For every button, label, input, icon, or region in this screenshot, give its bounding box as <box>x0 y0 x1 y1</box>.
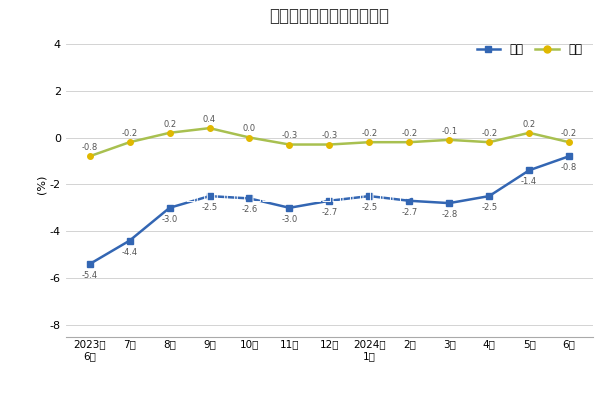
Text: .3%，英特尔维持20%的跌幅，亚马逊跌超5%: .3%，英特尔维持20%的跌幅，亚马逊跌超5% <box>174 234 426 252</box>
同比 <box>326 198 333 203</box>
Text: -0.3: -0.3 <box>321 131 338 140</box>
Text: 股票操作平台 纳指期货在美国非农报告前低开约0: 股票操作平台 纳指期货在美国非农报告前低开约0 <box>187 184 413 202</box>
Text: -0.3: -0.3 <box>281 131 298 140</box>
Text: -0.2: -0.2 <box>122 129 137 138</box>
Text: -0.2: -0.2 <box>481 129 497 138</box>
同比 <box>526 168 533 173</box>
Line: 同比: 同比 <box>87 154 572 267</box>
Text: -3.0: -3.0 <box>281 215 298 224</box>
环比 <box>526 130 533 135</box>
Text: -2.6: -2.6 <box>241 206 257 214</box>
Text: -1.4: -1.4 <box>521 177 537 186</box>
同比 <box>206 194 213 198</box>
环比 <box>366 140 373 144</box>
环比 <box>86 154 93 159</box>
同比 <box>406 198 413 203</box>
同比 <box>126 238 133 243</box>
Text: -0.1: -0.1 <box>441 127 457 136</box>
Text: -0.2: -0.2 <box>561 129 577 138</box>
环比 <box>406 140 413 144</box>
环比 <box>485 140 493 144</box>
环比 <box>206 126 213 130</box>
Text: 0.0: 0.0 <box>243 124 256 133</box>
同比 <box>246 196 253 201</box>
Text: 0.2: 0.2 <box>163 120 176 128</box>
Text: -0.2: -0.2 <box>401 129 418 138</box>
同比 <box>286 205 293 210</box>
环比 <box>565 140 572 144</box>
Text: -3.0: -3.0 <box>161 215 178 224</box>
环比 <box>126 140 133 144</box>
Text: -0.8: -0.8 <box>82 143 98 152</box>
Text: -2.5: -2.5 <box>481 203 497 212</box>
环比 <box>446 138 453 142</box>
Text: -2.5: -2.5 <box>361 203 377 212</box>
Text: 0.4: 0.4 <box>203 115 216 124</box>
Text: -0.8: -0.8 <box>561 163 577 172</box>
Text: -0.2: -0.2 <box>361 129 377 138</box>
Text: 0.2: 0.2 <box>523 120 536 128</box>
Text: -2.7: -2.7 <box>321 208 338 217</box>
同比 <box>565 154 572 159</box>
环比 <box>166 130 173 135</box>
环比 <box>286 142 293 147</box>
Text: -2.7: -2.7 <box>401 208 418 217</box>
Title: 工业生产者出厂价格涨跌幅: 工业生产者出厂价格涨跌幅 <box>269 7 389 25</box>
环比 <box>246 135 253 140</box>
Line: 环比: 环比 <box>87 125 572 159</box>
Text: -5.4: -5.4 <box>82 271 98 280</box>
Text: -4.4: -4.4 <box>122 248 137 257</box>
同比 <box>485 194 493 198</box>
环比 <box>326 142 333 147</box>
Text: -2.5: -2.5 <box>202 203 218 212</box>
同比 <box>166 205 173 210</box>
Text: -2.8: -2.8 <box>441 210 457 219</box>
Legend: 同比, 环比: 同比, 环比 <box>472 38 587 60</box>
同比 <box>446 201 453 206</box>
同比 <box>366 194 373 198</box>
Y-axis label: (%): (%) <box>37 175 47 194</box>
同比 <box>86 262 93 266</box>
